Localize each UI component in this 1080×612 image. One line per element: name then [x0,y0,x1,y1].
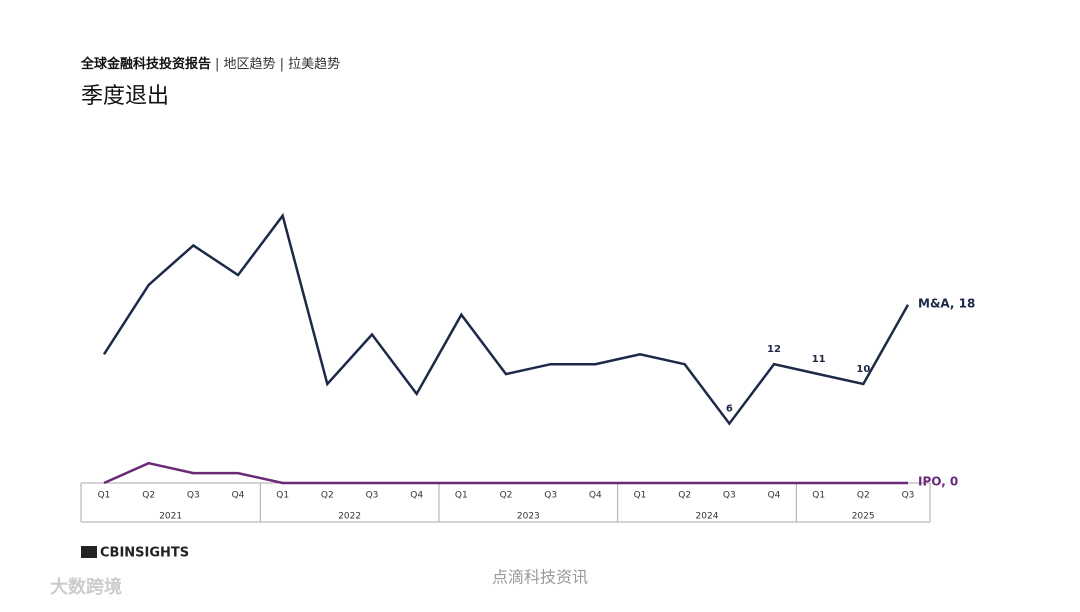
group-label: 2021 [159,512,182,522]
group-label: 2025 [852,512,875,522]
report-name: 全球金融科技投资报告 [80,56,211,72]
header: 全球金融科技投资报告 | 地区趋势 | 拉美趋势 [80,56,340,72]
logo-icon [81,546,97,558]
x-tick-label: Q2 [142,491,155,501]
data-label: 10 [856,364,870,375]
data-label: IPO, 0 [918,475,958,489]
x-tick-label: Q4 [410,491,423,501]
data-label: M&A, 18 [918,296,975,310]
x-tick-label: Q3 [544,491,557,501]
chart-title: 季度退出 [81,84,169,109]
x-tick-label: Q2 [321,491,334,501]
data-label: 6 [726,404,733,415]
group-label: 2022 [338,512,361,522]
x-tick-label: Q1 [812,491,825,501]
x-tick-label: Q3 [902,491,915,501]
logo: CBINSIGHTS [100,546,189,561]
data-label: 11 [812,354,826,365]
x-tick-label: Q2 [500,491,513,501]
watermark2: 大数跨境 [50,576,122,598]
x-tick-label: Q1 [634,491,647,501]
x-tick-label: Q2 [678,491,691,501]
x-tick-label: Q2 [857,491,870,501]
group-label: 2024 [696,512,719,522]
line [103,461,908,485]
x-tick-label: Q3 [366,491,379,501]
watermark: 点滴科技资讯 [492,568,588,587]
section: | 地区趋势 | 拉美趋势 [215,56,340,72]
x-tick-label: Q4 [768,491,781,501]
x-tick-label: Q1 [455,491,468,501]
x-tick-label: Q3 [187,491,200,501]
x-tick-label: Q4 [232,491,245,501]
group-label: 2023 [517,512,540,522]
x-tick-label: Q1 [276,491,289,501]
line [102,212,910,426]
x-tick-label: Q4 [589,491,602,501]
data-label: 12 [767,344,781,355]
x-tick-label: Q1 [98,491,111,501]
x-tick-label: Q3 [723,491,736,501]
